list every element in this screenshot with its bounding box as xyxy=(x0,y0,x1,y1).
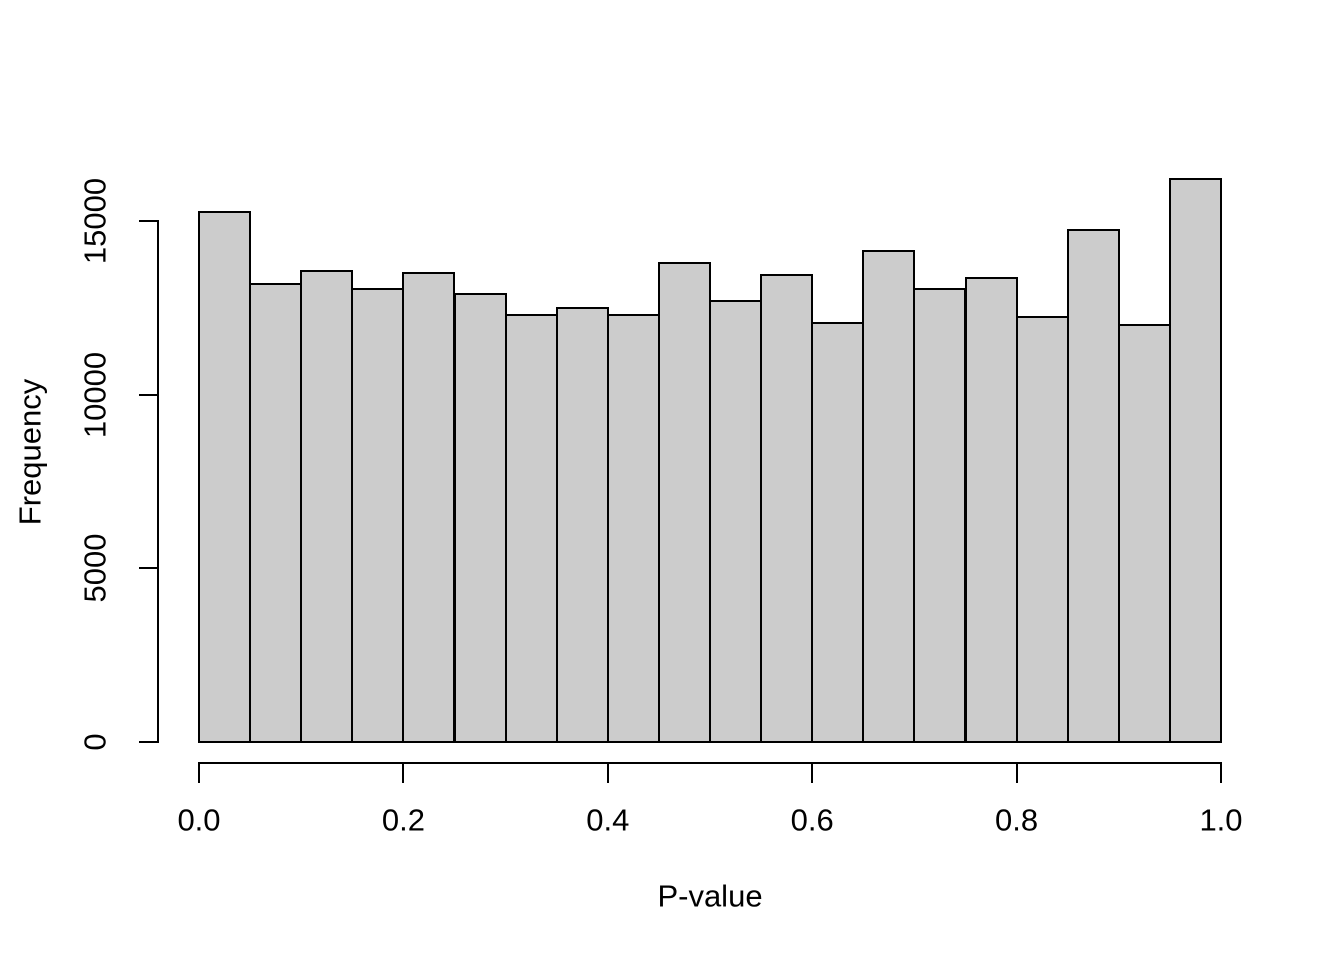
y-axis-title: Frequency xyxy=(12,378,48,526)
x-axis-title: P-value xyxy=(657,878,763,914)
histogram-bar xyxy=(657,261,711,743)
histogram-bar xyxy=(760,273,814,743)
histogram-bar xyxy=(351,287,405,743)
x-axis-tick-label: 0.4 xyxy=(586,802,630,838)
histogram-bar xyxy=(1015,315,1069,743)
histogram-bar xyxy=(504,313,558,743)
histogram-bar xyxy=(300,270,354,743)
y-axis-line xyxy=(157,220,159,743)
y-axis-tick xyxy=(139,220,157,222)
histogram-bar xyxy=(709,299,763,743)
x-axis-tick xyxy=(1015,764,1018,783)
y-axis-tick-label: 0 xyxy=(77,733,113,751)
y-axis-tick-label: 15000 xyxy=(77,177,113,265)
histogram-bar xyxy=(606,313,660,743)
x-axis-tick-label: 0.8 xyxy=(995,802,1039,838)
y-axis-tick-label: 10000 xyxy=(77,351,113,438)
x-axis-tick-label: 1.0 xyxy=(1199,802,1243,838)
histogram-bar xyxy=(1168,178,1222,743)
histogram-bar xyxy=(811,322,865,743)
histogram-bar xyxy=(1066,228,1120,743)
histogram-bar xyxy=(453,292,507,743)
y-axis-tick xyxy=(139,567,157,570)
x-axis-tick-label: 0.0 xyxy=(177,802,221,838)
y-axis-tick-label: 5000 xyxy=(77,533,113,603)
histogram-bar xyxy=(964,277,1018,743)
x-axis-tick xyxy=(606,764,609,783)
histogram-bar xyxy=(1117,324,1171,743)
x-axis-tick xyxy=(198,764,200,783)
x-axis-tick xyxy=(1220,764,1222,783)
histogram-bar xyxy=(402,272,456,743)
y-axis-tick xyxy=(139,393,157,396)
histogram-bar xyxy=(555,306,609,743)
histogram-bar xyxy=(913,287,967,743)
x-axis-tick xyxy=(402,764,405,783)
x-axis-tick-label: 0.2 xyxy=(381,802,425,838)
x-axis-tick-label: 0.6 xyxy=(790,802,834,838)
histogram-bar xyxy=(198,211,252,743)
x-axis-line xyxy=(198,762,1222,764)
histogram-bar xyxy=(249,282,303,743)
histogram-bar xyxy=(862,249,916,743)
x-axis-tick xyxy=(811,764,814,783)
y-axis-tick xyxy=(139,741,157,743)
